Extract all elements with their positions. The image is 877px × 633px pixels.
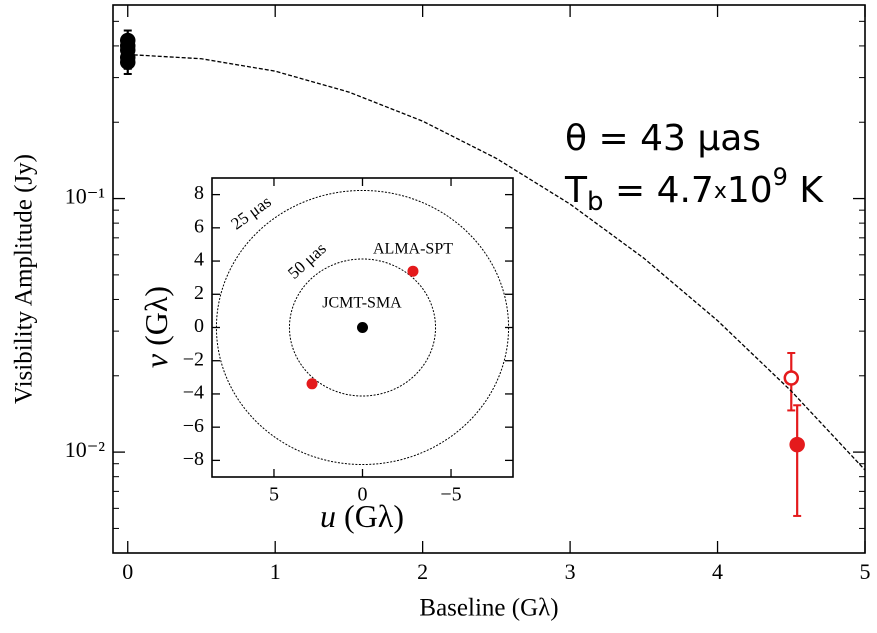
- baseline-label: ALMA-SPT: [373, 241, 453, 258]
- axis-label-part: v: [138, 353, 174, 368]
- x-tick-label: 5: [269, 484, 279, 506]
- annotation-part: 9: [773, 163, 788, 191]
- x-tick-label: 0: [122, 559, 133, 584]
- baseline-point: [407, 265, 419, 277]
- resolution-circle: [288, 258, 437, 397]
- annotation-part: x: [714, 179, 727, 204]
- y-tick-label: 10⁻¹: [65, 184, 105, 209]
- baseline-point: [306, 378, 318, 390]
- axis-label-part: (Gλ): [138, 286, 174, 354]
- x-tick-label: 4: [712, 559, 723, 584]
- x-tick-label: 1: [270, 559, 281, 584]
- x-tick-label: 0: [358, 484, 368, 506]
- annotation-part: K: [788, 170, 824, 211]
- data-point: [789, 436, 805, 453]
- y-tick-label: −2: [183, 348, 204, 370]
- x-tick-label: 5: [860, 559, 871, 584]
- y-tick-label: 0: [194, 315, 204, 337]
- y-tick-label: 8: [194, 182, 204, 204]
- axis-label: v (Gλ): [138, 286, 174, 368]
- x-tick-label: −5: [440, 484, 461, 506]
- axis-label-part: u: [320, 498, 336, 534]
- resolution-circle: [215, 189, 510, 466]
- data-point: [119, 54, 136, 70]
- annotation-part: = 4.7: [604, 170, 714, 211]
- model-curve: [127, 53, 866, 471]
- axis-label: Visibility Amplitude (Jy): [11, 154, 38, 404]
- annotation: θ = 43 μas: [565, 118, 761, 159]
- baseline-label: JCMT-SMA: [322, 295, 402, 312]
- annotation: Tb = 4.7x109 K: [564, 163, 824, 217]
- y-tick-label: 4: [194, 249, 204, 271]
- x-tick-label: 3: [565, 559, 576, 584]
- annotation-part: 10: [727, 170, 773, 211]
- y-tick-label: 10⁻²: [65, 437, 106, 462]
- axis-label: Baseline (Gλ): [419, 595, 558, 622]
- y-tick-label: 6: [194, 215, 204, 237]
- y-tick-label: −6: [183, 415, 204, 437]
- y-tick-label: −4: [183, 382, 204, 404]
- annotation-part: T: [564, 170, 588, 211]
- annotation-part: b: [587, 187, 604, 217]
- data-point: [783, 370, 800, 386]
- y-tick-label: 2: [194, 282, 204, 304]
- axis-label-part: (Gλ): [336, 498, 404, 534]
- baseline-point: [357, 322, 368, 333]
- y-tick-label: −8: [183, 448, 204, 470]
- axis-label: u (Gλ): [320, 498, 404, 534]
- annotation-part: θ = 43 μas: [565, 118, 761, 159]
- x-tick-label: 2: [417, 559, 428, 584]
